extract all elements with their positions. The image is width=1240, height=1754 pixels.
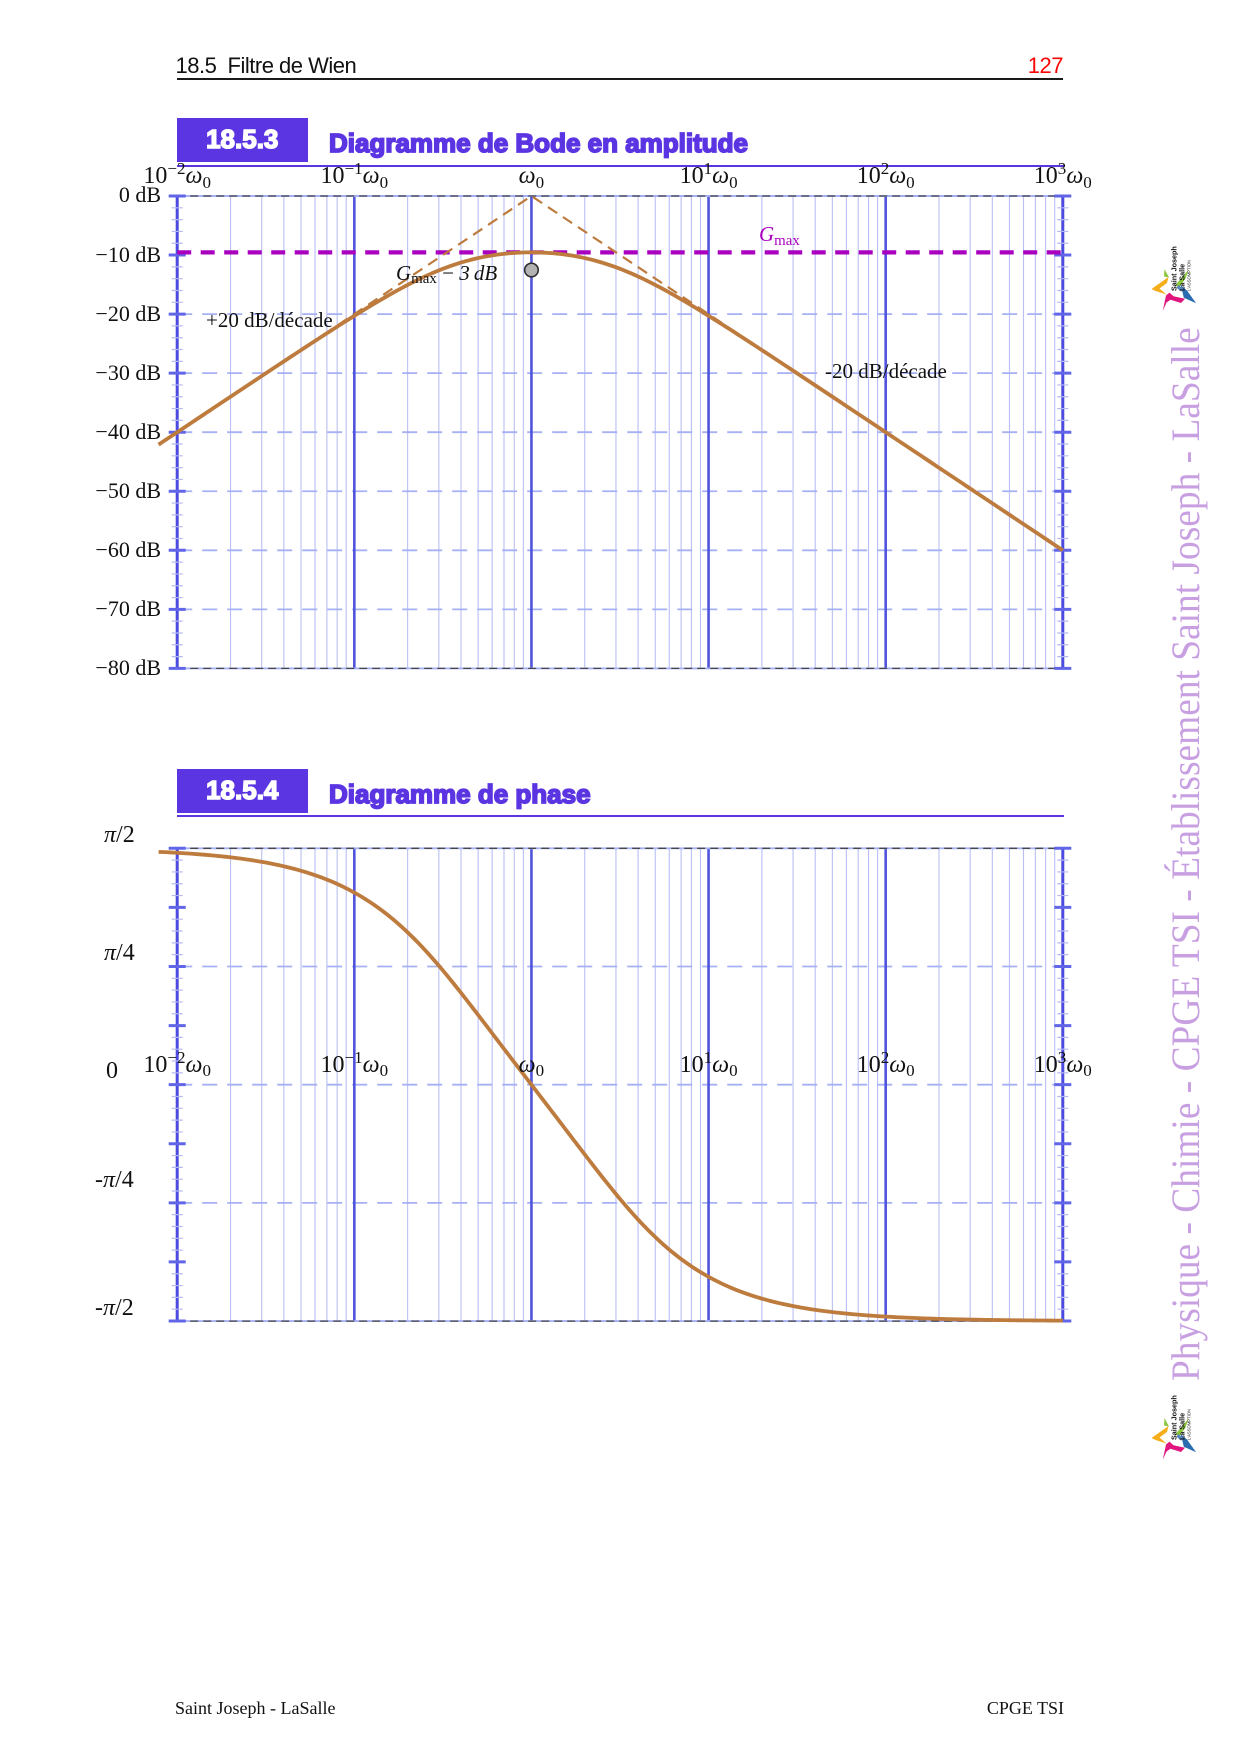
svg-text:Saint Joseph: Saint Joseph (1170, 1395, 1179, 1440)
svg-text:La Salle: La Salle (1178, 264, 1187, 291)
svg-text:La Salle: La Salle (1178, 1413, 1187, 1440)
svg-text:L'ASSOMPTION: L'ASSOMPTION (1187, 260, 1192, 291)
svg-text:L'ASSOMPTION: L'ASSOMPTION (1187, 1409, 1192, 1440)
svg-text:Saint Joseph: Saint Joseph (1170, 246, 1179, 291)
